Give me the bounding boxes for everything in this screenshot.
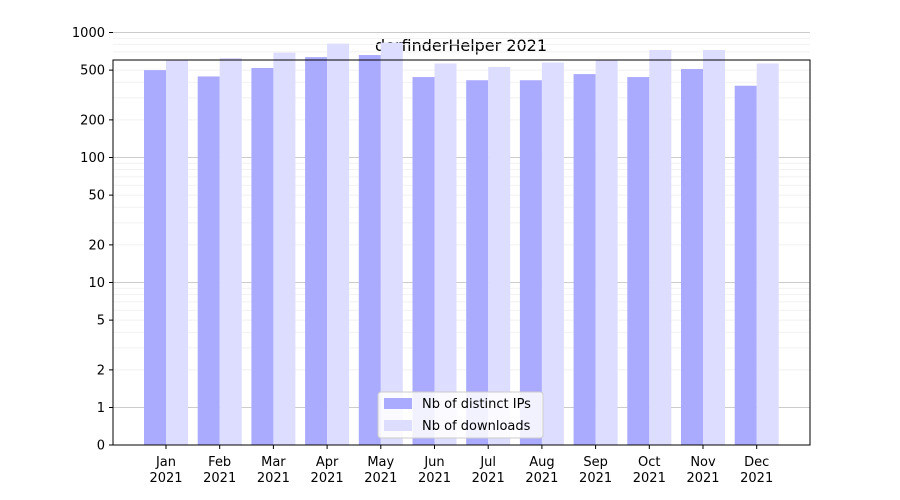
x-tick-label-month: Mar xyxy=(261,455,286,470)
x-tick-label-year: 2021 xyxy=(149,471,182,486)
y-axis: 0 1 2 5 10 20 50 100 200 500 1000 xyxy=(72,26,113,454)
bar-distinct-ips xyxy=(681,69,703,446)
x-tick-label-year: 2021 xyxy=(364,471,397,486)
x-tick-label-month: Jul xyxy=(479,455,496,470)
x-tick-label-year: 2021 xyxy=(740,471,773,486)
y-tick-label: 1000 xyxy=(72,26,105,41)
x-tick-label-year: 2021 xyxy=(203,471,236,486)
x-tick-label-year: 2021 xyxy=(311,471,344,486)
bar-downloads xyxy=(327,43,350,446)
x-axis: Jan2021Feb2021Mar2021Apr2021May2021Jun20… xyxy=(149,445,773,486)
x-tick-label-year: 2021 xyxy=(418,471,451,486)
x-tick-label-year: 2021 xyxy=(472,471,505,486)
x-tick-label-month: Oct xyxy=(638,455,660,470)
x-tick-label-year: 2021 xyxy=(579,471,612,486)
x-tick-label-month: Aug xyxy=(529,455,554,470)
x-tick-label-year: 2021 xyxy=(525,471,558,486)
y-tick-label: 2 xyxy=(97,363,105,378)
x-tick-label-year: 2021 xyxy=(686,471,719,486)
bar-downloads xyxy=(541,62,564,446)
bar-downloads xyxy=(434,63,457,445)
y-tick-label: 50 xyxy=(88,189,105,204)
bar-distinct-ips xyxy=(466,80,489,445)
bar-downloads xyxy=(649,49,672,445)
x-tick-label-year: 2021 xyxy=(633,471,666,486)
x-tick-label-month: Feb xyxy=(208,455,231,470)
y-tick-label: 100 xyxy=(80,151,105,166)
x-tick-label-month: Sep xyxy=(583,455,608,470)
bar-distinct-ips xyxy=(251,67,274,446)
legend-swatch-downloads xyxy=(384,420,412,431)
bars xyxy=(144,42,779,446)
bar-downloads xyxy=(219,58,242,445)
y-tick-label: 0 xyxy=(97,439,105,454)
legend-label-distinct-ips: Nb of distinct IPs xyxy=(422,397,531,412)
x-tick-label-year: 2021 xyxy=(257,471,290,486)
x-tick-label-month: Jan xyxy=(155,455,176,470)
bar-downloads xyxy=(488,66,511,445)
legend-box xyxy=(377,391,544,439)
bar-distinct-ips xyxy=(358,55,381,445)
legend-swatch-distinct-ips xyxy=(384,398,412,409)
x-tick-label-month: Jun xyxy=(423,455,444,470)
y-tick-label: 500 xyxy=(80,64,105,79)
bar-distinct-ips xyxy=(573,74,596,445)
x-tick-label-month: Dec xyxy=(744,455,769,470)
bar-downloads xyxy=(595,59,618,445)
bar-distinct-ips xyxy=(412,77,435,445)
y-tick-label: 5 xyxy=(97,314,105,329)
y-tick-label: 200 xyxy=(80,113,105,128)
bar-downloads xyxy=(273,52,296,446)
bar-downloads xyxy=(380,42,403,446)
bar-distinct-ips xyxy=(734,85,757,445)
x-tick-label-month: Nov xyxy=(690,455,716,470)
legend-label-downloads: Nb of downloads xyxy=(422,419,531,434)
bar-distinct-ips xyxy=(197,76,220,445)
bar-downloads xyxy=(166,59,188,445)
bar-downloads xyxy=(703,49,725,445)
x-tick-label-month: Apr xyxy=(316,455,339,470)
y-tick-label: 20 xyxy=(88,238,105,253)
chart-title: derfinderHelper 2021 xyxy=(375,36,547,55)
bar-distinct-ips xyxy=(627,77,650,445)
y-tick-label: 1 xyxy=(97,401,105,416)
x-tick-label-month: May xyxy=(367,455,394,470)
y-tick-label: 10 xyxy=(88,276,105,291)
bar-downloads xyxy=(756,63,779,445)
legend: Nb of distinct IPs Nb of downloads xyxy=(377,391,544,439)
bar-distinct-ips xyxy=(519,80,542,445)
bar-distinct-ips xyxy=(144,70,166,445)
bar-distinct-ips xyxy=(305,57,328,445)
plot-area-frame xyxy=(112,59,811,446)
